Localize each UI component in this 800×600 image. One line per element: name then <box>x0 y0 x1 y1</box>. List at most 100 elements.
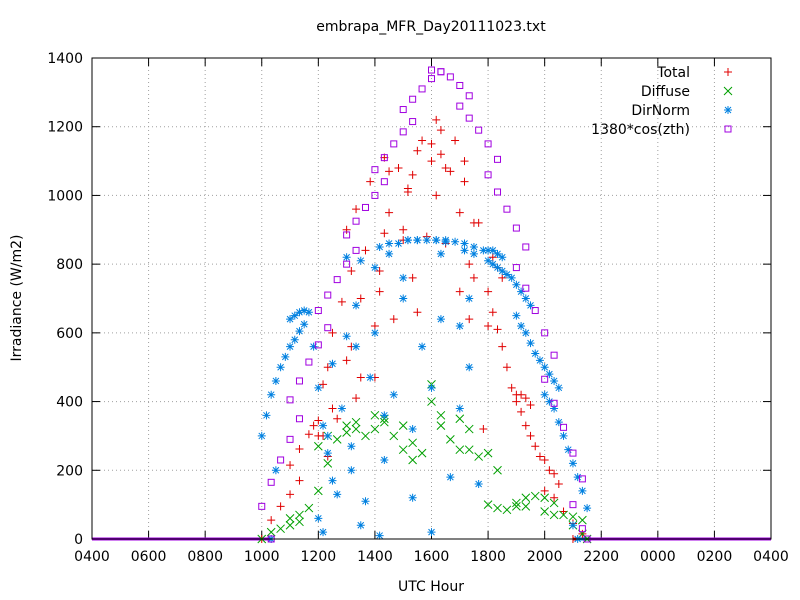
data-point <box>545 397 554 406</box>
y-tick-label: 0 <box>74 532 83 548</box>
data-point <box>361 497 370 506</box>
data-point <box>337 404 346 413</box>
data-point <box>540 507 550 516</box>
data-point <box>267 390 276 399</box>
data-point <box>522 284 530 292</box>
data-point <box>465 260 474 269</box>
data-point <box>451 136 460 145</box>
data-point <box>526 401 535 410</box>
data-point <box>286 342 295 351</box>
data-point <box>455 404 464 413</box>
data-point <box>540 486 549 495</box>
x-tick-label: 2000 <box>527 549 563 565</box>
data-point <box>436 150 445 159</box>
data-point <box>328 476 337 485</box>
data-point <box>460 246 469 255</box>
data-point <box>408 273 417 282</box>
data-point <box>342 253 351 262</box>
data-point <box>583 504 592 513</box>
data-point <box>403 187 412 196</box>
data-point <box>413 236 422 245</box>
data-point <box>493 263 502 272</box>
x-tick-label: 0000 <box>640 549 676 565</box>
data-point <box>408 455 417 465</box>
y-tick-label: 200 <box>56 463 83 479</box>
data-point <box>309 421 318 430</box>
y-tick-label: 1000 <box>47 188 83 204</box>
data-point <box>408 438 417 448</box>
data-point <box>351 424 361 434</box>
data-point <box>502 363 511 372</box>
data-point <box>541 329 549 337</box>
data-point <box>559 431 568 440</box>
data-point <box>465 315 474 324</box>
data-point <box>313 441 323 451</box>
data-point <box>441 237 450 246</box>
data-point <box>479 425 488 434</box>
x-tick-label: 0400 <box>74 549 110 565</box>
data-point <box>305 358 313 366</box>
x-tick-label: 1200 <box>301 549 337 565</box>
data-point <box>285 514 295 523</box>
data-point <box>455 287 464 296</box>
data-point <box>276 363 285 372</box>
data-point <box>465 92 473 100</box>
data-point <box>267 516 276 525</box>
data-point <box>295 510 304 520</box>
data-point <box>295 415 303 423</box>
data-point <box>436 126 445 135</box>
data-point <box>573 473 582 482</box>
data-point <box>271 466 280 475</box>
data-point <box>394 239 403 248</box>
data-point <box>512 280 521 289</box>
data-point <box>436 249 445 258</box>
data-point <box>290 335 299 344</box>
data-point <box>314 341 322 349</box>
data-point <box>342 332 351 341</box>
data-point <box>286 396 294 404</box>
data-point <box>399 128 407 136</box>
data-point <box>531 442 540 451</box>
data-point <box>352 301 361 310</box>
plot-border <box>91 57 772 540</box>
data-point <box>333 276 341 284</box>
data-point <box>319 528 328 537</box>
data-point <box>418 136 427 145</box>
data-point <box>437 68 445 76</box>
data-point <box>313 486 323 496</box>
data-point <box>432 191 441 200</box>
data-point <box>361 203 369 211</box>
data-point <box>356 294 365 303</box>
data-point <box>550 351 558 359</box>
data-point <box>399 225 408 234</box>
data-point <box>545 466 554 475</box>
data-point <box>455 414 465 424</box>
data-point <box>323 459 333 468</box>
data-point <box>398 421 408 430</box>
data-point <box>460 157 469 166</box>
data-point <box>370 328 379 337</box>
data-point <box>502 270 511 279</box>
data-point <box>427 528 436 537</box>
data-point <box>276 524 285 534</box>
data-point <box>441 163 450 172</box>
data-point <box>464 445 474 455</box>
data-point <box>427 383 436 392</box>
data-point <box>323 449 332 458</box>
data-point <box>483 448 493 458</box>
data-point <box>361 246 370 255</box>
data-point <box>385 208 394 217</box>
data-point <box>521 328 530 337</box>
data-point <box>271 376 280 385</box>
data-point <box>417 448 427 458</box>
data-point <box>342 225 351 234</box>
data-point <box>493 465 502 475</box>
data-point <box>507 383 516 392</box>
data-point <box>535 356 544 365</box>
chart-title: embrapa_MFR_Day20111023.txt <box>316 19 546 35</box>
data-point <box>328 404 337 413</box>
data-point <box>559 507 568 516</box>
data-point <box>564 445 573 454</box>
data-point <box>403 236 412 245</box>
x-tick-label: 0200 <box>697 549 733 565</box>
